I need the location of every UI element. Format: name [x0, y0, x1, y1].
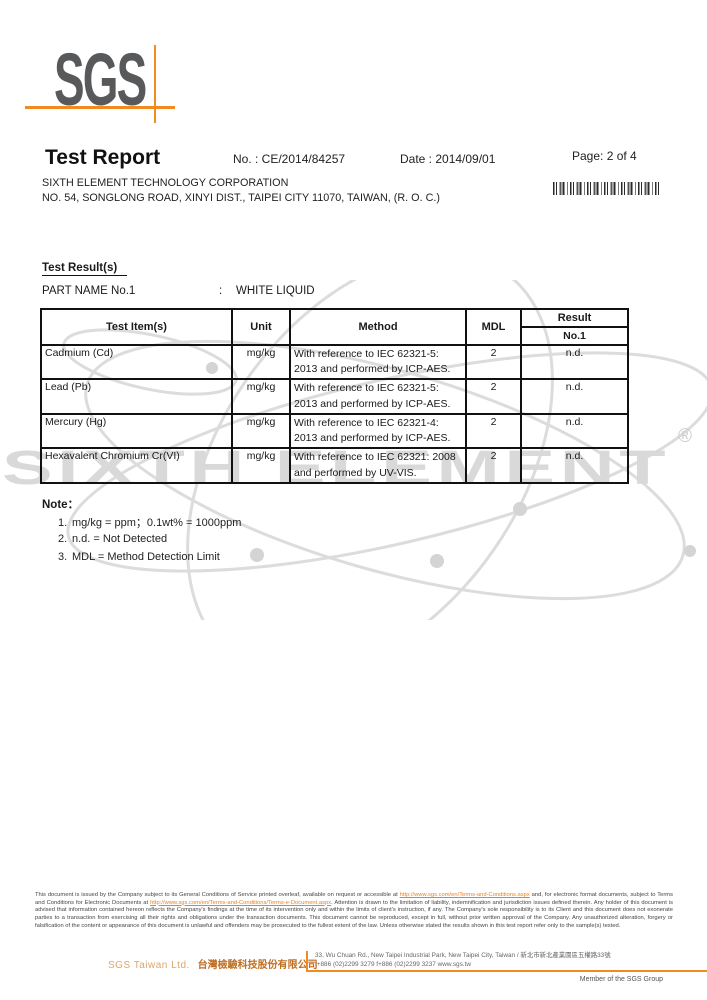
page-indicator: Page: 2 of 4 — [572, 149, 637, 163]
column-header-result-no1: No.1 — [520, 326, 629, 346]
column-header-mdl: MDL — [465, 308, 522, 346]
note-number: 1. — [58, 517, 68, 529]
note-text: n.d. = Not Detected — [72, 533, 168, 545]
sgs-logo: SGS — [54, 38, 147, 121]
method-cell: With reference to IEC 62321-5: 2013 and … — [289, 343, 467, 381]
test-item-cell: Cadmium (Cd) — [40, 343, 233, 381]
logo-horizontal-line — [25, 106, 175, 109]
unit-cell: mg/kg — [231, 447, 291, 484]
table-row: Hexavalent Chromium Cr(VI) mg/kg With re… — [40, 447, 629, 484]
table-row: Mercury (Hg) mg/kg With reference to IEC… — [40, 412, 629, 450]
sgs-taiwan-company-line: SGS Taiwan Ltd. 台灣檢驗科技股份有限公司 — [108, 956, 318, 971]
note-item: 3. MDL = Method Detection Limit — [58, 551, 220, 563]
client-company-address: NO. 54, SONGLONG ROAD, XINYI DIST., TAIP… — [42, 192, 440, 204]
disclaimer-text: . Attention is drawn to the limitation o… — [35, 899, 673, 929]
sgs-taiwan-name-zh: 台灣檢驗科技股份有限公司 — [197, 960, 318, 971]
note-heading: Note： — [42, 499, 80, 511]
method-cell: With reference to IEC 62321: 2008 and pe… — [289, 447, 467, 484]
result-cell: n.d. — [520, 343, 629, 381]
mdl-cell: 2 — [465, 378, 522, 415]
part-name-value: WHITE LIQUID — [236, 285, 315, 297]
mdl-cell: 2 — [465, 343, 522, 381]
unit-cell: mg/kg — [231, 412, 291, 450]
test-item-cell: Lead (Pb) — [40, 378, 233, 415]
footer-address-line: 33, Wu Chuan Rd., New Taipei Industrial … — [315, 952, 611, 959]
test-item-cell: Mercury (Hg) — [40, 412, 233, 450]
unit-cell: mg/kg — [231, 343, 291, 381]
footer-vertical-divider — [306, 951, 308, 971]
method-cell: With reference to IEC 62321-5: 2013 and … — [289, 378, 467, 415]
part-name-separator: : — [219, 285, 223, 297]
footer-orange-rule — [306, 970, 707, 972]
note-item: 1. mg/kg = ppm；0.1wt% = 1000ppm — [58, 514, 241, 530]
column-header-unit: Unit — [231, 308, 291, 346]
table-row: Lead (Pb) mg/kg With reference to IEC 62… — [40, 378, 629, 415]
note-text: MDL = Method Detection Limit — [72, 551, 220, 563]
note-item: 2. n.d. = Not Detected — [58, 533, 167, 545]
method-cell: With reference to IEC 62321-4: 2013 and … — [289, 412, 467, 450]
column-header-test-item: Test Item(s) — [40, 308, 233, 346]
test-item-cell: Hexavalent Chromium Cr(VI) — [40, 447, 233, 484]
logo-vertical-line — [154, 45, 156, 123]
mdl-cell: 2 — [465, 412, 522, 450]
result-cell: n.d. — [520, 378, 629, 415]
terms-e-document-link[interactable]: http://www.sgs.com/en/Terms-and-Conditio… — [150, 899, 332, 906]
barcode — [553, 182, 660, 195]
note-number: 3. — [58, 551, 68, 563]
results-table: Test Item(s) Unit Method MDL Result No.1… — [40, 308, 629, 484]
member-of-sgs-group: Member of the SGS Group — [579, 976, 663, 983]
result-cell: n.d. — [520, 412, 629, 450]
note-text: mg/kg = ppm；0.1wt% = 1000ppm — [72, 517, 242, 529]
footer-contact-line: t+886 (02)2299 3279 f+886 (02)2299 3237 … — [315, 960, 471, 968]
mdl-cell: 2 — [465, 447, 522, 484]
table-row: Cadmium (Cd) mg/kg With reference to IEC… — [40, 343, 629, 381]
sgs-taiwan-name-en: SGS Taiwan Ltd. — [108, 960, 190, 971]
terms-conditions-link[interactable]: http://www.sgs.com/en/Terms-and-Conditio… — [399, 892, 530, 898]
report-date: Date : 2014/09/01 — [400, 152, 496, 166]
disclaimer-text: and, for electronic format documents, su… — [35, 892, 673, 906]
page-title: Test Report — [45, 146, 161, 169]
part-name-label: PART NAME No.1 — [42, 285, 136, 297]
note-number: 2. — [58, 533, 68, 545]
unit-cell: mg/kg — [231, 378, 291, 415]
client-company-name: SIXTH ELEMENT TECHNOLOGY CORPORATION — [42, 177, 289, 189]
result-cell: n.d. — [520, 447, 629, 484]
registered-trademark-icon: ® — [678, 426, 692, 447]
disclaimer-text: This document is issued by the Company s… — [35, 892, 400, 898]
report-number: No. : CE/2014/84257 — [233, 152, 346, 166]
test-results-heading: Test Result(s) — [42, 262, 128, 276]
column-header-method: Method — [289, 308, 467, 346]
terms-disclaimer: This document is issued by the Company s… — [35, 892, 673, 930]
column-header-result: Result — [520, 308, 629, 328]
footer-address-block: 33, Wu Chuan Rd., New Taipei Industrial … — [315, 952, 695, 969]
